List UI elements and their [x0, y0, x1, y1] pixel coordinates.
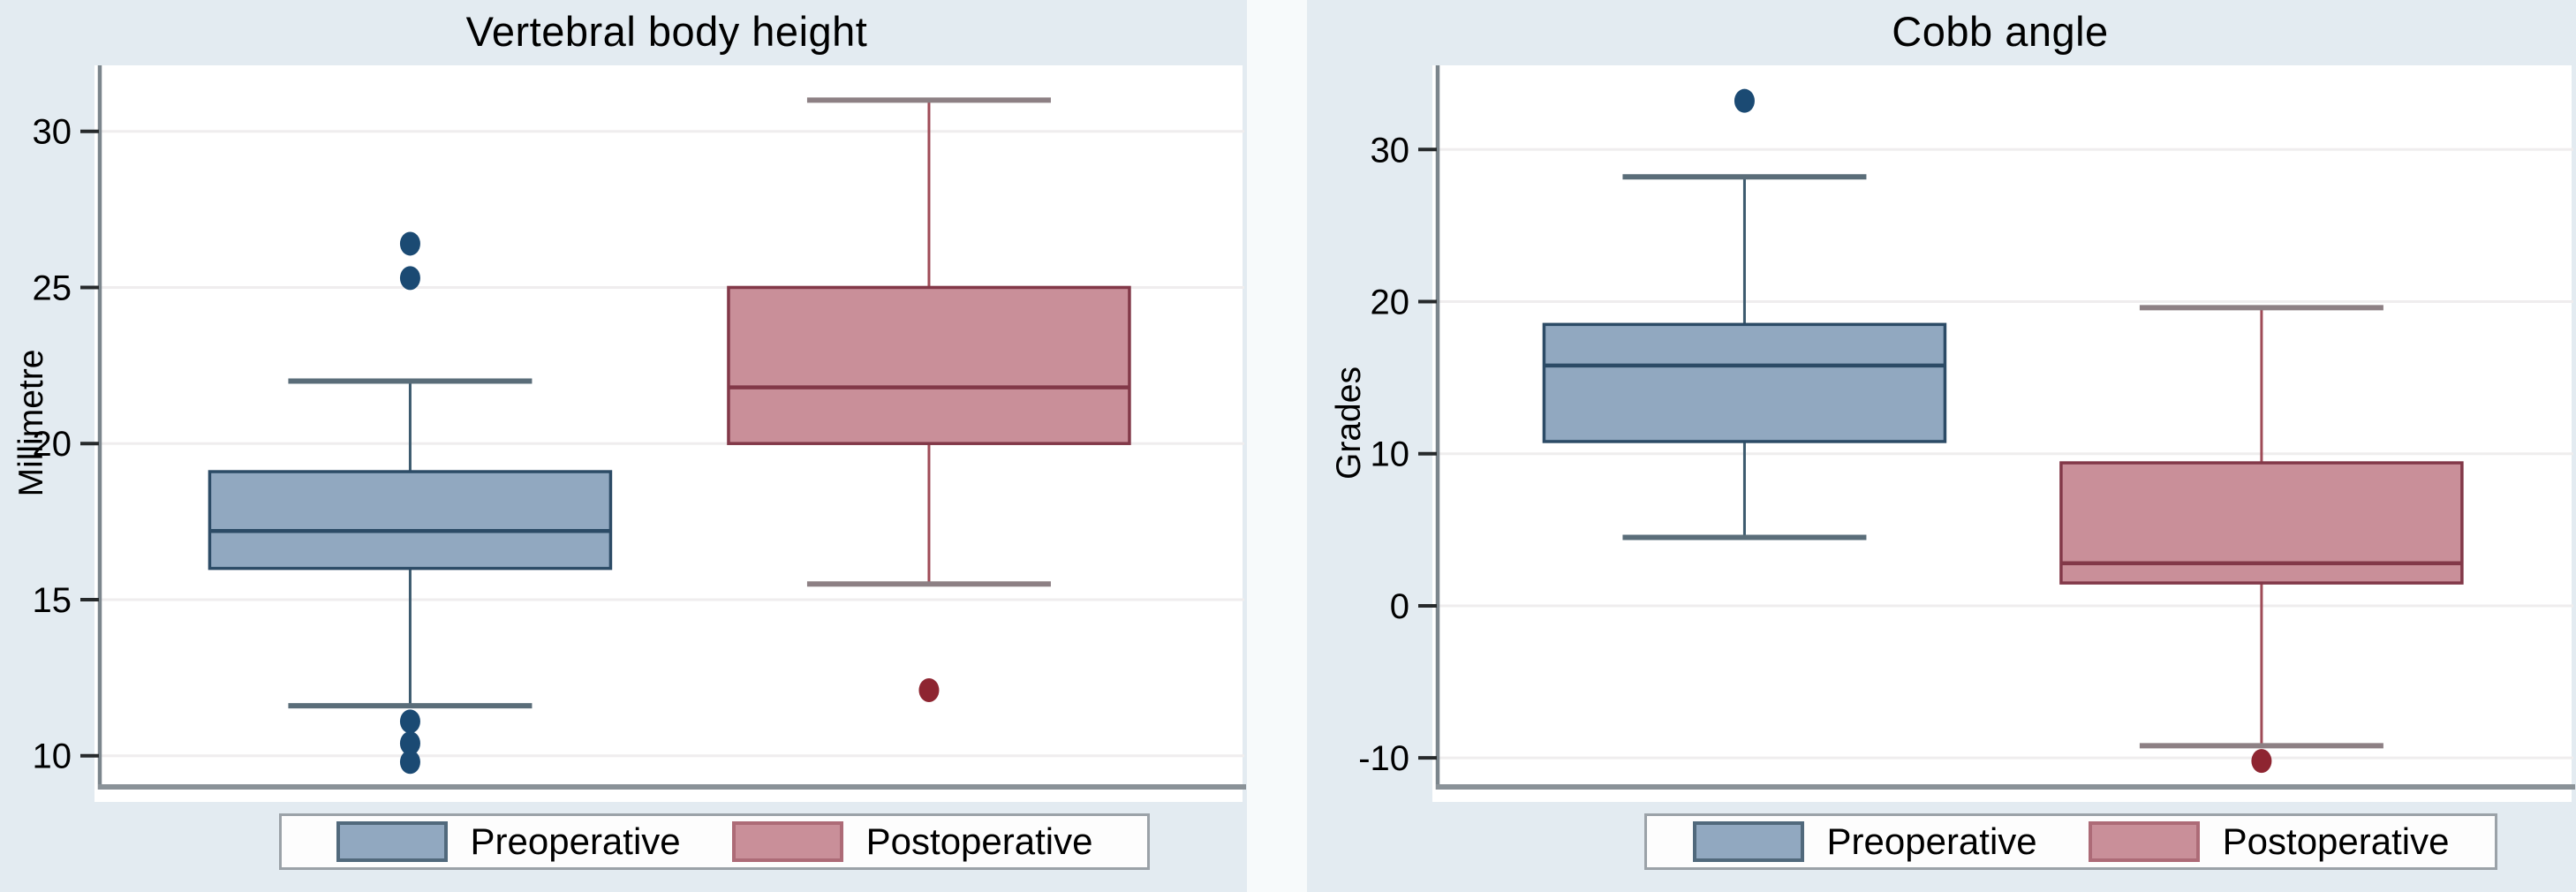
legend-label-postoperative: Postoperative: [2222, 820, 2450, 862]
y-tick-label: 25: [33, 268, 72, 307]
y-tick-label: 30: [33, 113, 72, 152]
box-series-postoperative: [2059, 305, 2464, 774]
outlier-point: [2251, 749, 2272, 774]
outlier-point: [399, 750, 420, 775]
box-series-preoperative: [1542, 88, 1947, 540]
y-tick-label: 30: [1371, 131, 1410, 170]
y-tick-label: 20: [33, 425, 72, 464]
legend-label-preoperative: Preoperative: [470, 820, 681, 862]
outlier-point: [1734, 88, 1755, 113]
y-tick-label: 15: [33, 581, 72, 620]
iqr-box: [208, 470, 613, 571]
chart-title: Vertebral body height: [465, 8, 868, 55]
box-series-postoperative: [727, 97, 1131, 702]
y-tick-label: 10: [1371, 435, 1410, 474]
outlier-point: [918, 677, 940, 702]
boxplot-vertebral-body-height: 10 15 20 25 30: [33, 65, 1246, 802]
iqr-box: [727, 285, 1131, 445]
legend: Preoperative Postoperative: [1644, 813, 2497, 870]
chart-panel-vertebral-body-height: Vertebral body height Millimetre 10 15 20 2…: [0, 0, 1247, 892]
legend-swatch-preoperative: [1692, 821, 1804, 862]
chart-title: Cobb angle: [1892, 8, 2109, 55]
y-tick-label: 10: [33, 737, 72, 776]
chart-panel-cobb-angle: Cobb angle Grades -10 0 10 20 30 Preoperativ…: [1307, 0, 2576, 892]
y-tick-label: 0: [1390, 587, 1409, 626]
box-series-preoperative: [208, 231, 613, 775]
outlier-point: [399, 231, 420, 256]
legend-label-preoperative: Preoperative: [1826, 820, 2037, 862]
legend-swatch-postoperative: [731, 821, 843, 862]
legend-swatch-preoperative: [336, 821, 448, 862]
legend-swatch-postoperative: [2088, 821, 2200, 862]
legend: Preoperative Postoperative: [279, 813, 1150, 870]
outlier-point: [399, 731, 420, 756]
y-tick-label: -10: [1358, 739, 1409, 778]
outlier-point: [399, 709, 420, 734]
outlier-point: [399, 266, 420, 291]
y-tick-label: 20: [1371, 283, 1410, 322]
boxplot-cobb-angle: -10 0 10 20 30: [1358, 65, 2575, 802]
iqr-box: [1542, 322, 1947, 443]
legend-label-postoperative: Postoperative: [865, 820, 1093, 862]
